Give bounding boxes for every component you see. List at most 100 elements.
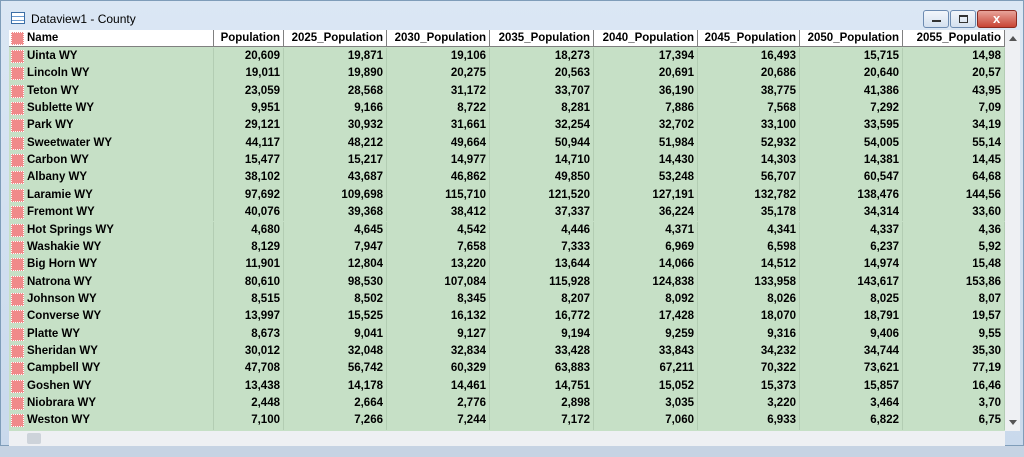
table-cell: 46,862 bbox=[387, 169, 490, 187]
table-cell: 9,316 bbox=[698, 325, 800, 343]
table-cell: 8,129 bbox=[214, 238, 284, 257]
table-cell: 32,702 bbox=[594, 117, 698, 135]
table-cell: 9,194 bbox=[490, 325, 594, 343]
table-cell: 31,172 bbox=[387, 82, 490, 101]
table-cell: 6,75 bbox=[903, 412, 1005, 430]
table-cell: 4,341 bbox=[698, 221, 800, 239]
table-cell: 6,933 bbox=[698, 412, 800, 430]
table-cell: 4,36 bbox=[903, 221, 1005, 239]
row-icon bbox=[11, 136, 24, 150]
table-cell: 16,772 bbox=[490, 308, 594, 326]
table-cell: 32,254 bbox=[490, 117, 594, 135]
table-cell: 34,232 bbox=[698, 342, 800, 361]
table-cell: 60,329 bbox=[387, 360, 490, 378]
table-cell: 20,691 bbox=[594, 65, 698, 83]
table-cell: Hot Springs WY bbox=[9, 221, 214, 239]
table-cell: Big Horn WY bbox=[9, 256, 214, 274]
table-cell: 80,610 bbox=[214, 273, 284, 291]
table-cell: 4,337 bbox=[800, 221, 903, 239]
table-cell: 132,782 bbox=[698, 186, 800, 205]
table-cell: 16,46 bbox=[903, 377, 1005, 395]
table-cell: 17,428 bbox=[594, 308, 698, 326]
table-cell: 37,337 bbox=[490, 204, 594, 222]
row-icon bbox=[11, 206, 24, 220]
data-grid: Name Population 2025_Population 2030_Popula… bbox=[9, 30, 1005, 431]
table-cell: 8,502 bbox=[284, 290, 387, 309]
table-cell: 9,951 bbox=[214, 100, 284, 118]
table-cell: 31,661 bbox=[387, 117, 490, 135]
horizontal-scrollbar[interactable] bbox=[9, 431, 1005, 446]
table-cell: 18,070 bbox=[698, 308, 800, 326]
table-cell: 107,084 bbox=[387, 273, 490, 291]
window-title: Dataview1 - County bbox=[31, 12, 136, 26]
table-cell: 7,172 bbox=[490, 412, 594, 430]
table-cell: 8,722 bbox=[387, 100, 490, 118]
table-cell: 14,430 bbox=[594, 152, 698, 170]
table-cell: 97,692 bbox=[214, 186, 284, 205]
table-cell: 8,07 bbox=[903, 290, 1005, 309]
table-cell: 49,850 bbox=[490, 169, 594, 187]
table-cell: 39,368 bbox=[284, 204, 387, 222]
table-cell: 33,595 bbox=[800, 117, 903, 135]
table-cell: 14,45 bbox=[903, 152, 1005, 170]
table-cell: 7,266 bbox=[284, 412, 387, 430]
table-cell: 2,776 bbox=[387, 395, 490, 413]
table-cell: 14,977 bbox=[387, 152, 490, 170]
table-cell: 34,744 bbox=[800, 342, 903, 361]
row-icon bbox=[11, 84, 24, 98]
table-cell: 34,314 bbox=[800, 204, 903, 222]
table-cell: 17,394 bbox=[594, 48, 698, 66]
table-cell: 3,70 bbox=[903, 395, 1005, 413]
table-cell: 14,066 bbox=[594, 256, 698, 274]
table-cell: 15,715 bbox=[800, 48, 903, 66]
table-cell: 15,857 bbox=[800, 377, 903, 395]
table-cell: 67,211 bbox=[594, 360, 698, 378]
table-cell: 70,322 bbox=[698, 360, 800, 378]
table-cell: 30,932 bbox=[284, 117, 387, 135]
row-icon bbox=[11, 154, 24, 168]
table-cell: Converse WY bbox=[9, 308, 214, 326]
table-cell: 33,100 bbox=[698, 117, 800, 135]
table-cell: 4,542 bbox=[387, 221, 490, 239]
table-cell: 14,381 bbox=[800, 152, 903, 170]
table-cell: 19,106 bbox=[387, 48, 490, 66]
header-icon bbox=[11, 32, 24, 45]
table-cell: 15,477 bbox=[214, 152, 284, 170]
table-cell: Lincoln WY bbox=[9, 65, 214, 83]
close-button[interactable]: x bbox=[977, 10, 1017, 28]
vertical-scrollbar[interactable] bbox=[1005, 30, 1020, 431]
table-cell: 19,57 bbox=[903, 308, 1005, 326]
table-cell: 6,969 bbox=[594, 238, 698, 257]
table-cell: 8,026 bbox=[698, 290, 800, 309]
row-icon bbox=[11, 397, 24, 410]
table-cell: 14,98 bbox=[903, 48, 1005, 66]
table-cell: 14,710 bbox=[490, 152, 594, 170]
row-icon bbox=[11, 67, 24, 81]
row-icon bbox=[11, 275, 24, 289]
table-cell: 15,525 bbox=[284, 308, 387, 326]
maximize-button[interactable] bbox=[950, 10, 976, 28]
table-cell: 14,461 bbox=[387, 377, 490, 395]
table-cell: 77,19 bbox=[903, 360, 1005, 378]
table-cell: 14,303 bbox=[698, 152, 800, 170]
table-cell: 20,275 bbox=[387, 65, 490, 83]
table-cell: 7,244 bbox=[387, 412, 490, 430]
table-cell: Uinta WY bbox=[9, 48, 214, 66]
table-cell: 115,710 bbox=[387, 186, 490, 205]
table-cell: 144,56 bbox=[903, 186, 1005, 205]
table-cell: 14,751 bbox=[490, 377, 594, 395]
table-cell: 14,178 bbox=[284, 377, 387, 395]
table-cell: 4,371 bbox=[594, 221, 698, 239]
table-cell: Carbon WY bbox=[9, 152, 214, 170]
table-cell: 34,19 bbox=[903, 117, 1005, 135]
dataview-window: Dataview1 - County x Name Population 2025_… bbox=[0, 0, 1024, 446]
table-cell: 9,259 bbox=[594, 325, 698, 343]
table-cell: Fremont WY bbox=[9, 204, 214, 222]
table-cell: 54,005 bbox=[800, 134, 903, 153]
table-cell: Weston WY bbox=[9, 412, 214, 430]
table-cell: 13,997 bbox=[214, 308, 284, 326]
column-header: Name bbox=[9, 30, 214, 47]
minimize-button[interactable] bbox=[923, 10, 949, 28]
column-header: 2030_Population bbox=[387, 30, 490, 47]
table-cell: Sublette WY bbox=[9, 100, 214, 118]
